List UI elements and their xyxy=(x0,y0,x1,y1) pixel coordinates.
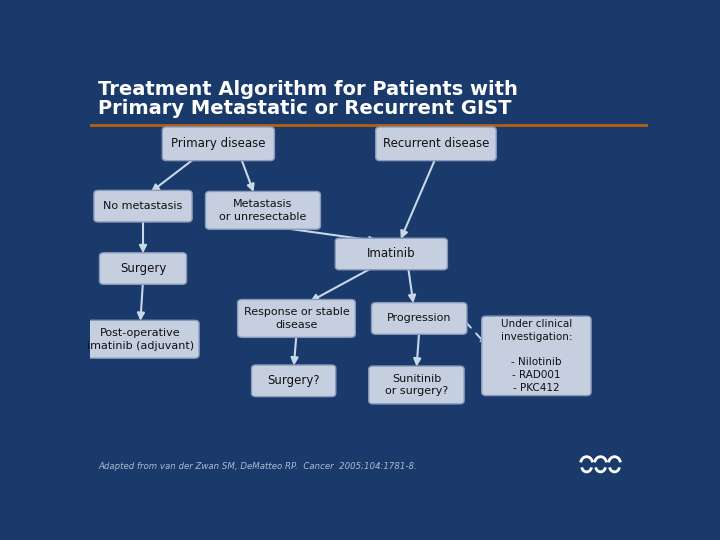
FancyBboxPatch shape xyxy=(482,316,591,396)
FancyBboxPatch shape xyxy=(94,191,192,222)
Text: Adapted from van der Zwan SM, DeMatteo RP.  Cancer  2005;104:1781-8.: Adapted from van der Zwan SM, DeMatteo R… xyxy=(99,462,417,471)
FancyBboxPatch shape xyxy=(162,127,274,160)
Text: Primary Metastatic or Recurrent GIST: Primary Metastatic or Recurrent GIST xyxy=(99,99,512,118)
Text: Progression: Progression xyxy=(387,313,451,323)
Text: Recurrent disease: Recurrent disease xyxy=(383,137,489,150)
Text: Sunitinib
or surgery?: Sunitinib or surgery? xyxy=(384,374,448,396)
Text: Treatment Algorithm for Patients with: Treatment Algorithm for Patients with xyxy=(99,80,518,99)
FancyBboxPatch shape xyxy=(251,365,336,396)
Text: Surgery?: Surgery? xyxy=(267,374,320,387)
Text: No metastasis: No metastasis xyxy=(104,201,183,211)
Text: Surgery: Surgery xyxy=(120,262,166,275)
FancyBboxPatch shape xyxy=(376,127,496,160)
FancyBboxPatch shape xyxy=(81,320,199,358)
Text: Primary disease: Primary disease xyxy=(171,137,266,150)
FancyBboxPatch shape xyxy=(372,302,467,334)
Text: Under clinical
investigation:

- Nilotinib
- RAD001
- PKC412: Under clinical investigation: - Nilotini… xyxy=(500,319,572,393)
Text: Metastasis
or unresectable: Metastasis or unresectable xyxy=(220,199,307,222)
FancyBboxPatch shape xyxy=(205,191,320,230)
Text: Response or stable
disease: Response or stable disease xyxy=(243,307,349,330)
FancyBboxPatch shape xyxy=(369,366,464,404)
FancyBboxPatch shape xyxy=(336,238,447,270)
FancyBboxPatch shape xyxy=(99,253,186,285)
Text: Imatinib: Imatinib xyxy=(367,247,415,260)
Text: Post-operative
imatinib (adjuvant): Post-operative imatinib (adjuvant) xyxy=(86,328,194,350)
FancyBboxPatch shape xyxy=(238,300,356,338)
